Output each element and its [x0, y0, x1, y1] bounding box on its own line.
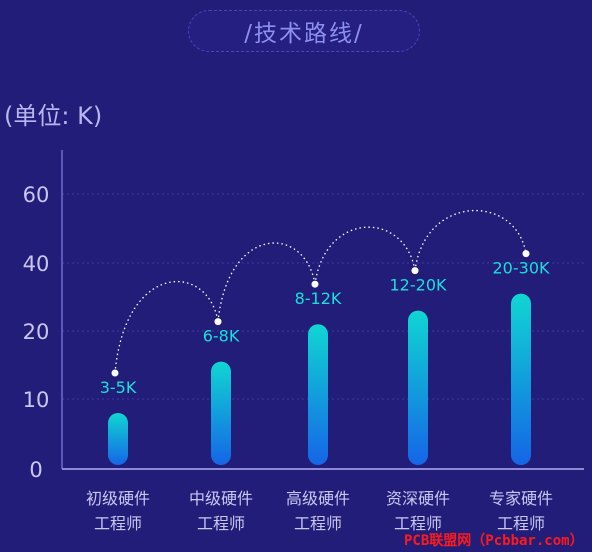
trend-point: [214, 318, 222, 326]
watermark: PCB联盟网（Pcbbar.com）: [404, 533, 584, 549]
trend-arc: [314, 226, 416, 285]
trend-point: [411, 267, 419, 275]
x-category-label: 工程师: [497, 514, 545, 533]
trend-arc: [217, 242, 316, 322]
bar-value-label: 12-20K: [390, 276, 447, 295]
bar: [308, 324, 328, 465]
x-category-label: 工程师: [394, 514, 442, 533]
trend-point: [522, 250, 530, 258]
trend-point: [311, 280, 319, 288]
bar-value-label: 6-8K: [203, 327, 240, 346]
bar-value-label: 3-5K: [100, 378, 137, 397]
bar-value-label: 8-12K: [295, 289, 342, 308]
x-category-label: 工程师: [94, 514, 142, 533]
x-category-label: 中级硬件: [189, 489, 253, 508]
trend-point: [111, 369, 119, 377]
trend-arc: [414, 210, 527, 271]
y-tick-label: 40: [23, 252, 50, 276]
x-category-label: 工程师: [197, 514, 245, 533]
y-tick-label: 20: [23, 320, 50, 344]
bar: [108, 413, 128, 465]
bar-value-label: 20-30K: [493, 259, 550, 278]
x-category-label: 资深硬件: [386, 489, 450, 508]
x-category-label: 专家硬件: [489, 489, 553, 508]
y-tick-label: 0: [29, 458, 42, 482]
chart-title: /技术路线/: [188, 10, 420, 52]
y-tick-label: 10: [23, 388, 50, 412]
bar: [211, 361, 231, 465]
x-category-label: 高级硬件: [286, 489, 350, 508]
bar: [511, 293, 531, 465]
trend-arc: [114, 280, 219, 374]
x-category-label: 工程师: [294, 514, 342, 533]
y-tick-label: 60: [23, 183, 50, 207]
unit-label: (单位: K): [4, 102, 103, 130]
bar: [408, 310, 428, 465]
x-category-label: 初级硬件: [86, 489, 150, 508]
